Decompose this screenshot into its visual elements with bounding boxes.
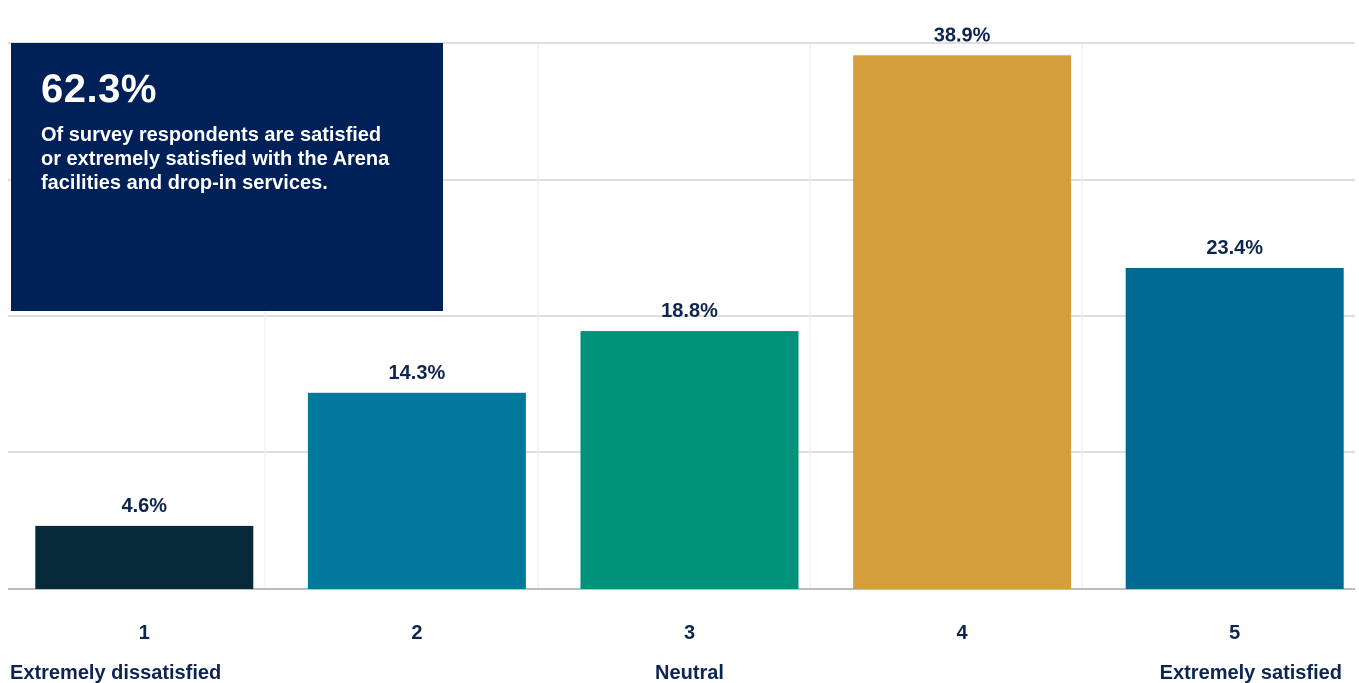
callout-text: Of survey respondents are satisfied or e… xyxy=(41,124,390,194)
x-category-description-1: Extremely dissatisfied xyxy=(10,662,221,683)
data-label-4: 38.9% xyxy=(934,24,991,46)
bar-5 xyxy=(1125,267,1344,589)
bar-4 xyxy=(853,55,1072,590)
chart-labels: 4.6% 1 Extremely dissatisfied 14.3% 2 18.8% 3 N… xyxy=(10,24,1342,683)
x-category-description-3: Neutral xyxy=(655,662,724,683)
summary-callout: 62.3% Of survey respondents are satisfie… xyxy=(11,43,443,311)
chart-bars xyxy=(35,55,1344,590)
bar-1 xyxy=(35,525,254,589)
bar-3 xyxy=(580,331,799,589)
x-tick-label-1: 1 xyxy=(139,622,150,644)
bar-2 xyxy=(307,392,526,589)
data-label-2: 14.3% xyxy=(389,362,446,384)
x-category-description-5: Extremely satisfied xyxy=(1160,662,1342,683)
callout-stat: 62.3% xyxy=(41,67,157,111)
data-label-3: 18.8% xyxy=(661,300,718,322)
x-tick-label-3: 3 xyxy=(684,622,695,644)
data-label-1: 4.6% xyxy=(122,495,168,517)
data-label-5: 23.4% xyxy=(1206,237,1263,259)
x-tick-label-5: 5 xyxy=(1229,622,1240,644)
x-tick-label-4: 4 xyxy=(957,622,969,644)
x-tick-label-2: 2 xyxy=(411,622,422,644)
